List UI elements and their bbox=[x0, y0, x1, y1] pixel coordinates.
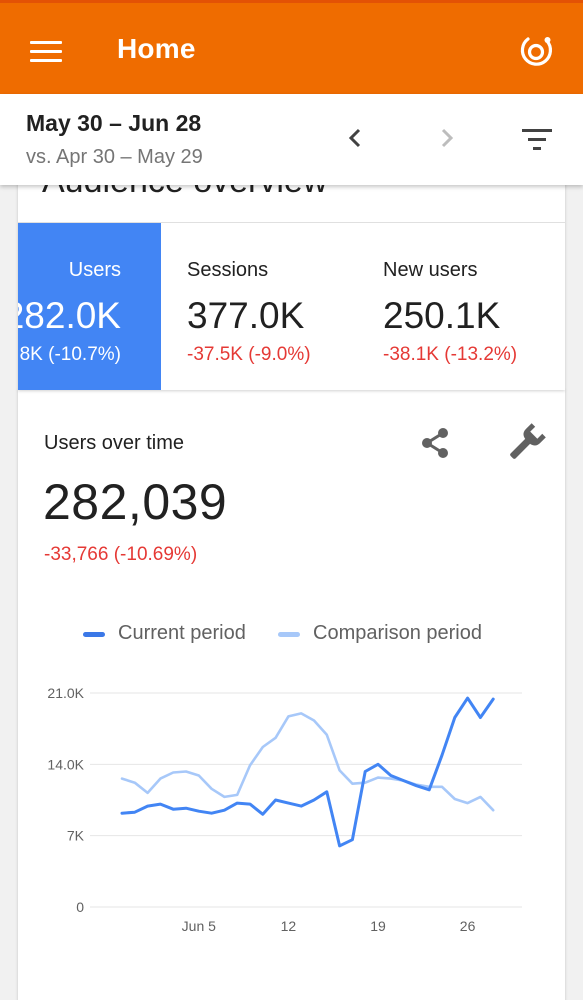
users-over-time-card: Users over time 282,039 -33,766 (-10.69%… bbox=[18, 389, 565, 1000]
y-tick-label: 0 bbox=[76, 899, 84, 915]
users-total-delta: -33,766 (-10.69%) bbox=[44, 544, 198, 565]
y-tick-label: 14.0K bbox=[47, 756, 84, 772]
legend-label: Current period bbox=[118, 622, 246, 644]
metric-value: 250.1K bbox=[383, 295, 501, 336]
wrench-icon[interactable] bbox=[505, 423, 547, 463]
audience-overview-card: Audience overview Users 282.0K -33.8K (-… bbox=[18, 150, 565, 390]
date-range-label[interactable]: May 30 – Jun 28 bbox=[26, 110, 202, 136]
x-tick-label: 19 bbox=[370, 918, 386, 934]
chart-series bbox=[120, 696, 495, 848]
y-tick-label: 7K bbox=[67, 828, 85, 844]
hamburger-menu-icon[interactable] bbox=[30, 41, 62, 63]
chart-grid bbox=[90, 692, 522, 908]
users-line-chart[interactable]: 0 7K 14.0K 21.0K Jun 5 12 19 26 bbox=[18, 639, 565, 939]
metric-label: Users bbox=[68, 259, 121, 281]
y-tick-label: 21.0K bbox=[47, 685, 84, 701]
x-tick-label: 26 bbox=[460, 918, 476, 934]
metric-label: Sessions bbox=[187, 259, 269, 281]
legend-swatch bbox=[83, 632, 105, 637]
date-range-bar: May 30 – Jun 28 vs. Apr 30 – May 29 bbox=[0, 94, 583, 185]
y-axis-labels: 0 7K 14.0K 21.0K bbox=[47, 685, 84, 915]
x-tick-label: 12 bbox=[281, 918, 297, 934]
series-line-comparison bbox=[120, 712, 495, 812]
x-tick-label: Jun 5 bbox=[182, 918, 216, 934]
app-bar: Home bbox=[0, 0, 583, 94]
comparison-range-label[interactable]: vs. Apr 30 – May 29 bbox=[26, 146, 203, 168]
metric-value: 282.0K bbox=[18, 295, 121, 336]
series-line-current bbox=[120, 696, 495, 848]
metric-delta: -33.8K (-10.7%) bbox=[18, 344, 121, 365]
x-axis-labels: Jun 5 12 19 26 bbox=[182, 918, 476, 934]
metric-delta: -38.1K (-13.2%) bbox=[383, 344, 518, 365]
legend-swatch bbox=[278, 632, 300, 637]
page-title: Home bbox=[117, 33, 196, 64]
metrics-row: Users 282.0K -33.8K (-10.7%) Sessions 37… bbox=[18, 222, 565, 390]
metric-value: 377.0K bbox=[187, 295, 305, 336]
chevron-left-icon[interactable] bbox=[342, 124, 370, 152]
metric-delta: -37.5K (-9.0%) bbox=[187, 344, 311, 365]
analytics-account-icon[interactable] bbox=[516, 31, 556, 71]
share-icon[interactable] bbox=[418, 425, 452, 461]
users-total-value: 282,039 bbox=[43, 474, 228, 530]
metric-label: New users bbox=[383, 259, 478, 281]
filter-icon[interactable] bbox=[520, 126, 554, 152]
chart-heading: Users over time bbox=[44, 432, 185, 454]
metric-tile-users[interactable]: Users 282.0K -33.8K (-10.7%) bbox=[18, 223, 161, 390]
legend-label: Comparison period bbox=[313, 622, 482, 644]
chevron-right-icon[interactable] bbox=[432, 124, 460, 152]
